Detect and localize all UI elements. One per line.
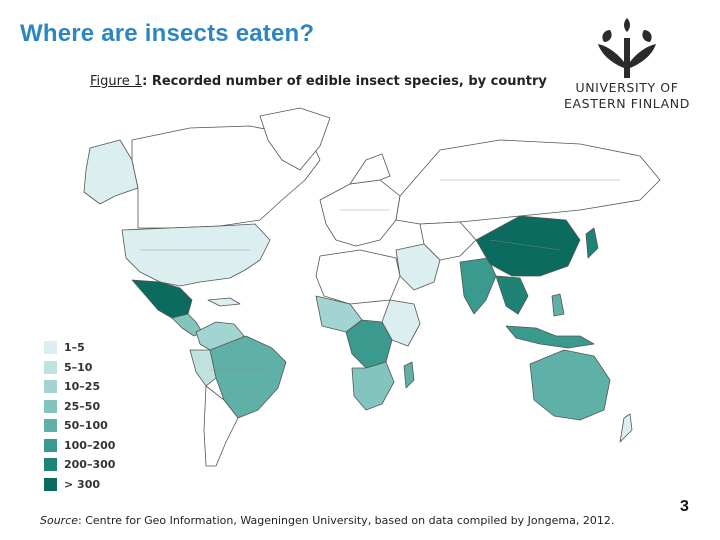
legend-item: 100–200: [44, 436, 115, 456]
legend-item: 50–100: [44, 416, 115, 436]
legend-item: 5–10: [44, 358, 115, 378]
legend-item: 1–5: [44, 338, 115, 358]
region-central-africa: [345, 319, 393, 369]
legend-label: 5–10: [64, 360, 93, 374]
region-china: [475, 215, 581, 277]
legend-swatch: [44, 360, 57, 374]
leaf-emblem-icon: [598, 18, 656, 78]
legend-swatch: [44, 419, 57, 433]
region-madagascar: [403, 361, 415, 389]
region-southern-africa: [351, 361, 395, 411]
region-philippines: [551, 293, 565, 317]
legend-swatch: [44, 438, 57, 452]
legend-label: 1–5: [64, 341, 85, 355]
region-scandinavia: [349, 153, 391, 185]
legend-label: 50–100: [64, 419, 108, 433]
legend-swatch: [44, 477, 57, 491]
legend-swatch: [44, 399, 57, 413]
slide-title: Where are insects eaten?: [20, 20, 315, 47]
region-russia: [395, 139, 661, 225]
logo-text-line1: UNIVERSITY OF: [575, 80, 679, 95]
region-southeast-asia: [495, 275, 529, 315]
source-note: Source: Centre for Geo Information, Wage…: [40, 514, 614, 527]
region-canada: [131, 125, 321, 229]
region-indonesia: [505, 325, 595, 349]
logo-text-line2: EASTERN FINLAND: [564, 96, 690, 111]
region-new-zealand: [619, 413, 633, 443]
region-peru: [189, 349, 217, 387]
university-logo: UNIVERSITY OF EASTERN FINLAND: [552, 12, 702, 112]
legend-item: 25–50: [44, 397, 115, 417]
legend-swatch: [44, 458, 57, 472]
legend-label: 100–200: [64, 438, 116, 452]
legend-item: 10–25: [44, 377, 115, 397]
region-caribbean: [207, 297, 241, 307]
legend-label: 10–25: [64, 380, 101, 394]
legend-item: 200–300: [44, 455, 115, 475]
page-number: 3: [680, 498, 689, 515]
legend: 1–5 5–10 10–25 25–50 50–100 100–200 200–…: [44, 338, 115, 494]
figure-title: : Recorded number of edible insect speci…: [142, 74, 547, 89]
region-australia: [529, 349, 611, 421]
figure-caption: Figure 1: Recorded number of edible inse…: [90, 72, 547, 89]
legend-label: > 300: [64, 477, 101, 491]
figure-label: Figure 1: [90, 74, 143, 89]
region-japan: [585, 227, 599, 259]
region-europe: [319, 179, 401, 247]
region-central-asia: [419, 221, 477, 261]
region-greenland: [259, 107, 331, 171]
legend-swatch: [44, 380, 57, 394]
region-alaska: [83, 139, 139, 205]
legend-label: 200–300: [64, 458, 116, 472]
source-prefix: Source: [40, 514, 79, 527]
legend-swatch: [44, 341, 57, 355]
region-brazil: [209, 335, 287, 419]
legend-item: > 300: [44, 475, 115, 495]
legend-label: 25–50: [64, 399, 101, 413]
region-north-africa: [315, 249, 401, 305]
source-text: : Centre for Geo Information, Wageningen…: [78, 514, 615, 527]
region-india: [459, 257, 497, 315]
world-map: [83, 107, 661, 467]
region-argentina-chile: [203, 385, 239, 467]
region-usa: [121, 223, 271, 287]
